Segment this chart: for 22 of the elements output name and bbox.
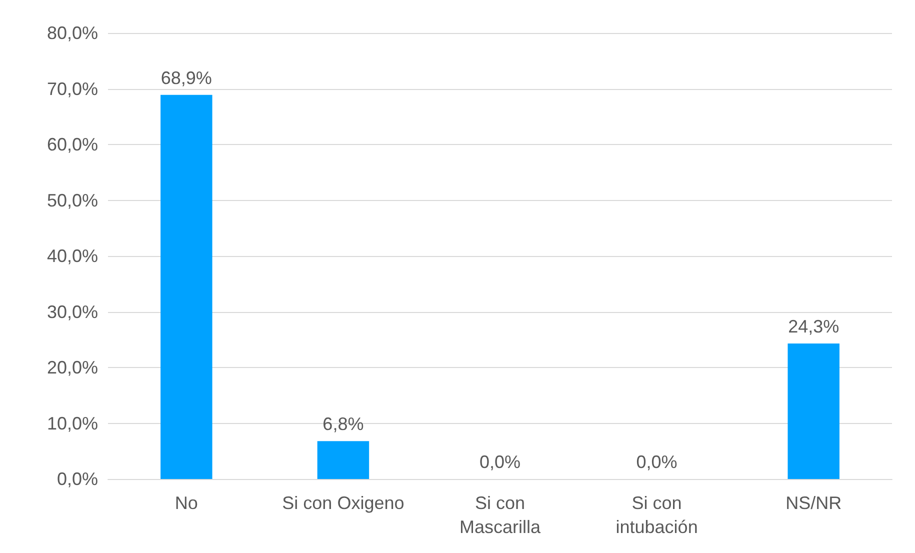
bar — [160, 94, 212, 479]
y-tick-label: 20,0% — [46, 358, 98, 378]
x-tick-label: Si con Mascarilla — [459, 493, 542, 537]
data-label: 0,0% — [636, 452, 678, 472]
x-tick-label: No — [174, 493, 198, 513]
y-tick-label: 30,0% — [46, 302, 98, 322]
y-tick-label: 60,0% — [46, 134, 98, 154]
x-tick-label: NS/NR — [786, 493, 842, 513]
y-tick-label: 40,0% — [46, 246, 98, 266]
x-tick-label: Si con Oxigeno — [282, 493, 404, 513]
y-tick-label: 80,0% — [46, 23, 98, 43]
y-tick-label: 0,0% — [56, 469, 98, 489]
y-tick-label: 70,0% — [46, 78, 98, 99]
x-tick-label: Si con intubación — [616, 493, 698, 537]
data-label: 0,0% — [479, 452, 521, 472]
y-tick-label: 10,0% — [46, 413, 98, 434]
bar — [788, 344, 840, 479]
data-label: 68,9% — [160, 68, 212, 88]
data-label: 24,3% — [788, 316, 840, 337]
bar — [317, 441, 370, 479]
y-tick-label: 50,0% — [46, 190, 98, 210]
data-label: 6,8% — [322, 414, 364, 434]
